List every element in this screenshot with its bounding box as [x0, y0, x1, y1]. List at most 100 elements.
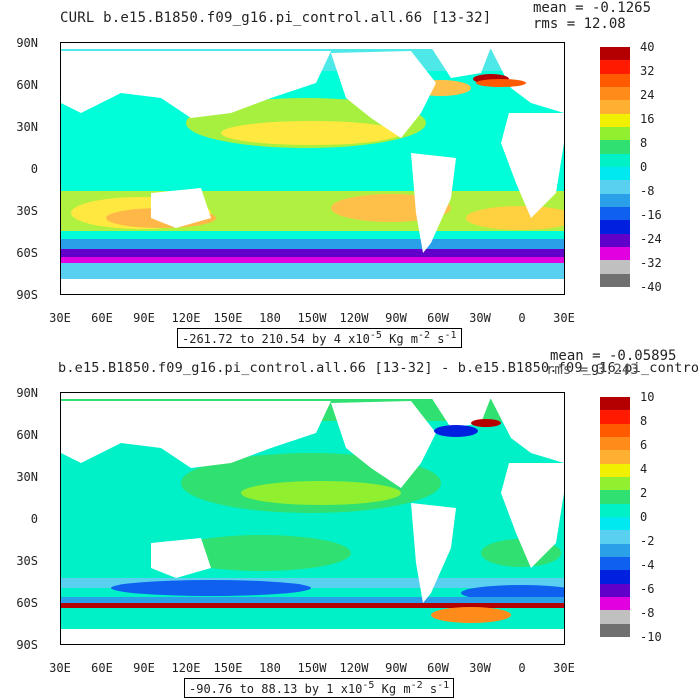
map-plot — [60, 42, 565, 295]
lon-label: 90W — [385, 311, 407, 325]
colorbar-label: 0 — [640, 510, 648, 524]
colorbar-label: -2 — [640, 534, 655, 548]
lat-label: 60S — [16, 596, 38, 610]
map-field — [61, 43, 564, 294]
colorbar-swatch — [600, 423, 630, 438]
colorbar-label: -8 — [640, 184, 655, 198]
lat-label: 90S — [16, 638, 38, 652]
lon-label: 90W — [385, 661, 407, 675]
map-panel-curl: CURL b.e15.B1850.f09_g16.pi_control.all.… — [16, 0, 662, 348]
units-s-exp: -1 — [444, 330, 457, 341]
units-s: s — [430, 332, 445, 346]
colorbar-label: -8 — [640, 606, 655, 620]
lat-label: 60S — [16, 246, 38, 260]
colorbar-swatch — [600, 127, 630, 141]
colorbar-swatch — [600, 100, 630, 115]
lon-label: 150W — [297, 661, 327, 675]
mean-label: mean = -0.05895 — [550, 348, 677, 364]
colorbar-swatch — [600, 113, 630, 128]
colorbar-label: -6 — [640, 582, 655, 596]
lon-label: 30E — [553, 661, 575, 675]
lon-label: 60W — [427, 311, 449, 325]
colorbar-swatch — [600, 87, 630, 101]
lat-label: 90N — [16, 386, 38, 400]
rms-label: rms = 3.243 — [546, 362, 639, 378]
lat-label: 30S — [16, 204, 38, 218]
colorbar-label: 8 — [640, 414, 648, 428]
colorbar-swatch — [600, 247, 630, 261]
lon-label: 150E — [213, 311, 243, 325]
colorbar-swatch — [600, 60, 630, 75]
colorbar-swatch — [600, 557, 630, 571]
contour-range-label: -261.72 to 210.54 by 4 x10-5 Kg m-2 s-1 — [177, 328, 462, 348]
units-s: s — [422, 682, 438, 696]
colorbar-label: -10 — [640, 630, 662, 644]
colorbar-swatch — [600, 490, 630, 505]
colorbar-swatch — [600, 463, 630, 478]
colorbar-swatch — [600, 260, 630, 275]
colorbar-label: 8 — [640, 136, 648, 150]
colorbar-label: 32 — [640, 64, 655, 78]
colorbar-swatch — [600, 220, 630, 235]
colorbar-label: 10 — [640, 390, 655, 404]
colorbar — [600, 397, 630, 638]
lat-label: 90N — [16, 36, 38, 50]
map-panel-difference: b.e15.B1850.f09_g16.pi_control.all.66 [1… — [0, 348, 700, 700]
colorbar-swatch — [600, 503, 630, 518]
lon-label: 30W — [469, 311, 491, 325]
panel-title: CURL b.e15.B1850.f09_g16.pi_control.all.… — [60, 10, 492, 26]
colorbar-swatch — [600, 180, 630, 195]
lon-label: 0 — [518, 661, 526, 675]
colorbar-label: 40 — [640, 40, 655, 54]
lon-label: 180 — [259, 661, 281, 675]
colorbar-label: 24 — [640, 88, 655, 102]
lat-label: 60N — [16, 428, 38, 442]
colorbar-swatch — [600, 140, 630, 155]
units-exp: -2 — [418, 330, 431, 341]
panel-title: b.e15.B1850.f09_g16.pi_control.all.66 [1… — [58, 360, 700, 376]
colorbar-label: 4 — [640, 462, 648, 476]
colorbar-swatch — [600, 273, 630, 288]
map-plot — [60, 392, 565, 645]
lon-label: 120E — [171, 311, 201, 325]
colorbar-label: 0 — [640, 160, 648, 174]
colorbar-swatch — [600, 47, 630, 61]
lat-label: 30S — [16, 554, 38, 568]
colorbar-swatch — [600, 570, 630, 585]
colorbar-swatch — [600, 610, 630, 625]
lon-label: 30W — [469, 661, 491, 675]
lat-label: 0 — [30, 162, 38, 176]
colorbar-label: 16 — [640, 112, 655, 126]
colorbar-swatch — [600, 623, 630, 638]
colorbar-swatch — [600, 153, 630, 168]
colorbar-swatch — [600, 583, 630, 598]
colorbar-swatch — [600, 233, 630, 248]
colorbar-label: -16 — [640, 208, 662, 222]
lat-label: 30N — [16, 120, 38, 134]
lat-label: 60N — [16, 78, 38, 92]
lon-label: 180 — [259, 311, 281, 325]
range-exp: -5 — [369, 330, 382, 341]
colorbar-swatch — [600, 437, 630, 451]
colorbar-swatch — [600, 450, 630, 465]
lon-label: 90E — [133, 311, 155, 325]
colorbar-swatch — [600, 517, 630, 531]
colorbar-swatch — [600, 73, 630, 88]
map-field — [61, 393, 564, 644]
units-exp: -2 — [410, 680, 423, 691]
rms-label: rms = 12.08 — [533, 16, 626, 32]
lon-label: 150W — [297, 311, 327, 325]
lon-label: 60E — [91, 311, 113, 325]
units-text: Kg m — [374, 682, 411, 696]
colorbar-label: 2 — [640, 486, 648, 500]
range-exp: -5 — [362, 680, 375, 691]
lon-label: 30E — [49, 661, 71, 675]
range-text: -261.72 to 210.54 by 4 x10 — [182, 332, 370, 346]
range-text: -90.76 to 88.13 by 1 x10 — [189, 682, 363, 696]
lon-label: 30E — [553, 311, 575, 325]
colorbar-swatch — [600, 207, 630, 221]
lon-label: 60E — [91, 661, 113, 675]
lon-label: 120W — [339, 661, 369, 675]
mean-label: mean = -0.1265 — [533, 0, 652, 16]
lat-label: 0 — [30, 512, 38, 526]
